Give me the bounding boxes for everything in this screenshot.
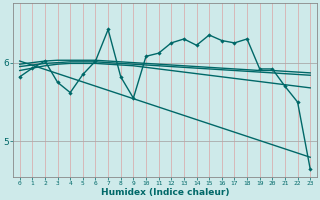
X-axis label: Humidex (Indice chaleur): Humidex (Indice chaleur) (101, 188, 229, 197)
